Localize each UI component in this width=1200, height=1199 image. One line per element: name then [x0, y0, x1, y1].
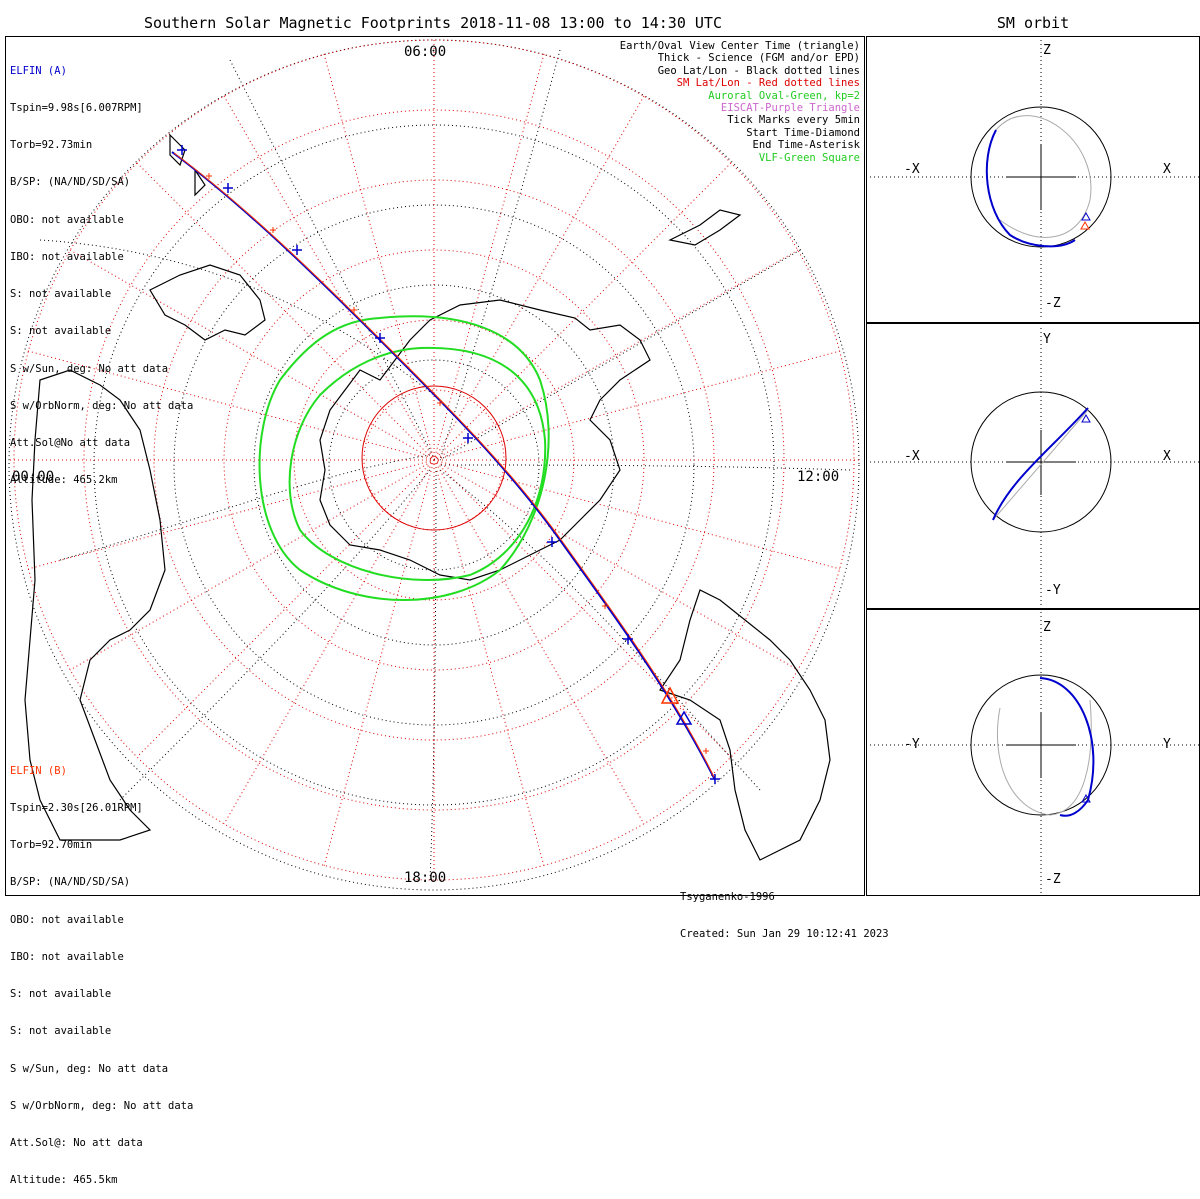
sm-grid — [10, 39, 860, 881]
elfin-a-info: ELFIN (A) Tspin=9.98s[6.007RPM] Torb=92.… — [10, 40, 193, 499]
panel1-up-label: Z — [1043, 43, 1051, 58]
elfin-a-line: Torb=92.73min — [10, 139, 93, 152]
legend-item: Geo Lat/Lon - Black dotted lines — [657, 64, 860, 77]
orbit-panel-2-graphics — [866, 328, 1200, 605]
australia-outline — [149, 264, 266, 341]
polar-map-frame — [5, 36, 865, 896]
legend-item: VLF-Green Square — [758, 151, 860, 164]
orbit-title: SM orbit — [996, 14, 1070, 32]
elfin-a-line: B/SP: (NA/ND/SD/SA) — [10, 176, 131, 189]
elfin-b-track — [173, 152, 715, 778]
elfin-a-line: Altitude: 465.2km — [10, 474, 118, 487]
elfin-b-line: Torb=92.70min — [10, 839, 93, 852]
elfin-b-line: S w/OrbNorm, deg: No att data — [10, 1099, 194, 1112]
sm-circle-inner — [361, 385, 507, 531]
elfin-a-ticks — [177, 145, 720, 784]
elfin-a-line: S: not available — [10, 288, 112, 301]
legend-item: Start Time-Diamond — [746, 126, 860, 139]
elfin-b-line: S w/Sun, deg: No att data — [10, 1062, 169, 1075]
elfin-a-line: IBO: not available — [10, 250, 124, 263]
elfin-b-line: IBO: not available — [10, 950, 124, 963]
legend-item: End Time-Asterisk — [752, 139, 860, 152]
legend-item: EISCAT-Purple Triangle — [720, 102, 860, 115]
auroral-oval-inner — [288, 346, 547, 581]
plot-title: Southern Solar Magnetic Footprints 2018-… — [144, 14, 722, 32]
elfin-b-line: S: not available — [10, 988, 112, 1001]
elfin-a-line: OBO: not available — [10, 213, 124, 226]
legend: Earth/Oval View Center Time (triangle) T… — [620, 40, 860, 164]
created-timestamp: Created: Sun Jan 29 10:12:41 2023 — [680, 928, 889, 941]
elfin-a-name: ELFIN (A) — [10, 64, 67, 77]
elfin-b-ticks — [206, 173, 709, 754]
new-zealand-outline — [169, 133, 206, 197]
elfin-b-name: ELFIN (B) — [10, 764, 67, 777]
hour-label-top: 06:00 — [404, 44, 447, 60]
panel2-down-label: -Y — [1045, 583, 1061, 598]
africa-outline — [24, 369, 166, 841]
auroral-oval-outer — [258, 315, 550, 601]
elfin-a-line: Att.Sol@No att data — [10, 437, 131, 449]
elfin-b-line: B/SP: (NA/ND/SD/SA) — [10, 876, 131, 889]
elfin-a-track — [171, 151, 716, 781]
map-graphics — [8, 39, 1200, 895]
hour-label-right: 12:00 — [797, 469, 840, 485]
panel1-left-label: -X — [904, 162, 920, 177]
panel1-down-label: -Z — [1045, 296, 1061, 311]
elfin-a-line: S w/OrbNorm, deg: No att data — [10, 399, 194, 412]
legend-item: Thick - Science (FGM and/or EPD) — [657, 52, 860, 65]
elfin-b-line: Att.Sol@: No att data — [10, 1137, 143, 1149]
credits: Tsyganenko-1996 Created: Sun Jan 29 10:1… — [680, 866, 889, 953]
panel3-up-label: Z — [1043, 620, 1051, 635]
panel2-left-label: -X — [904, 449, 920, 464]
panel1-right-label: X — [1163, 162, 1171, 177]
elfin-b-line: Tspin=2.30s[26.01RPM] — [10, 802, 143, 815]
panel3-right-label: Y — [1163, 737, 1171, 752]
panel3-left-label: -Y — [904, 737, 920, 752]
elfin-b-line: Altitude: 465.5km — [10, 1174, 118, 1187]
elfin-b-info: ELFIN (B) Tspin=2.30s[26.01RPM] Torb=92.… — [10, 740, 193, 1199]
orbit-panel-3-graphics — [866, 612, 1200, 895]
legend-item: Auroral Oval-Green, kp=2 — [708, 89, 860, 102]
elfin-b-line: S: not available — [10, 1025, 112, 1038]
elfin-a-line: S: not available — [10, 325, 112, 338]
center-triangle — [660, 686, 693, 725]
elfin-b-line: OBO: not available — [10, 913, 124, 926]
orbit-panel-1-graphics — [866, 40, 1200, 320]
legend-item: SM Lat/Lon - Red dotted lines — [676, 77, 860, 90]
antarctica-outline — [319, 299, 651, 581]
hour-label-left: 00:00 — [12, 469, 55, 485]
panel2-right-label: X — [1163, 449, 1171, 464]
panel3-down-label: -Z — [1045, 872, 1061, 887]
elfin-a-line: Tspin=9.98s[6.007RPM] — [10, 102, 143, 115]
panel2-up-label: Y — [1043, 332, 1051, 347]
legend-item: Earth/Oval View Center Time (triangle) — [619, 40, 860, 52]
model-name: Tsyganenko-1996 — [680, 890, 775, 903]
shetland-islands — [668, 209, 742, 246]
legend-item: Tick Marks every 5min — [727, 114, 860, 127]
hour-label-bottom: 18:00 — [404, 870, 447, 886]
elfin-a-line: S w/Sun, deg: No att data — [10, 362, 169, 375]
south-america-outline — [659, 589, 831, 861]
